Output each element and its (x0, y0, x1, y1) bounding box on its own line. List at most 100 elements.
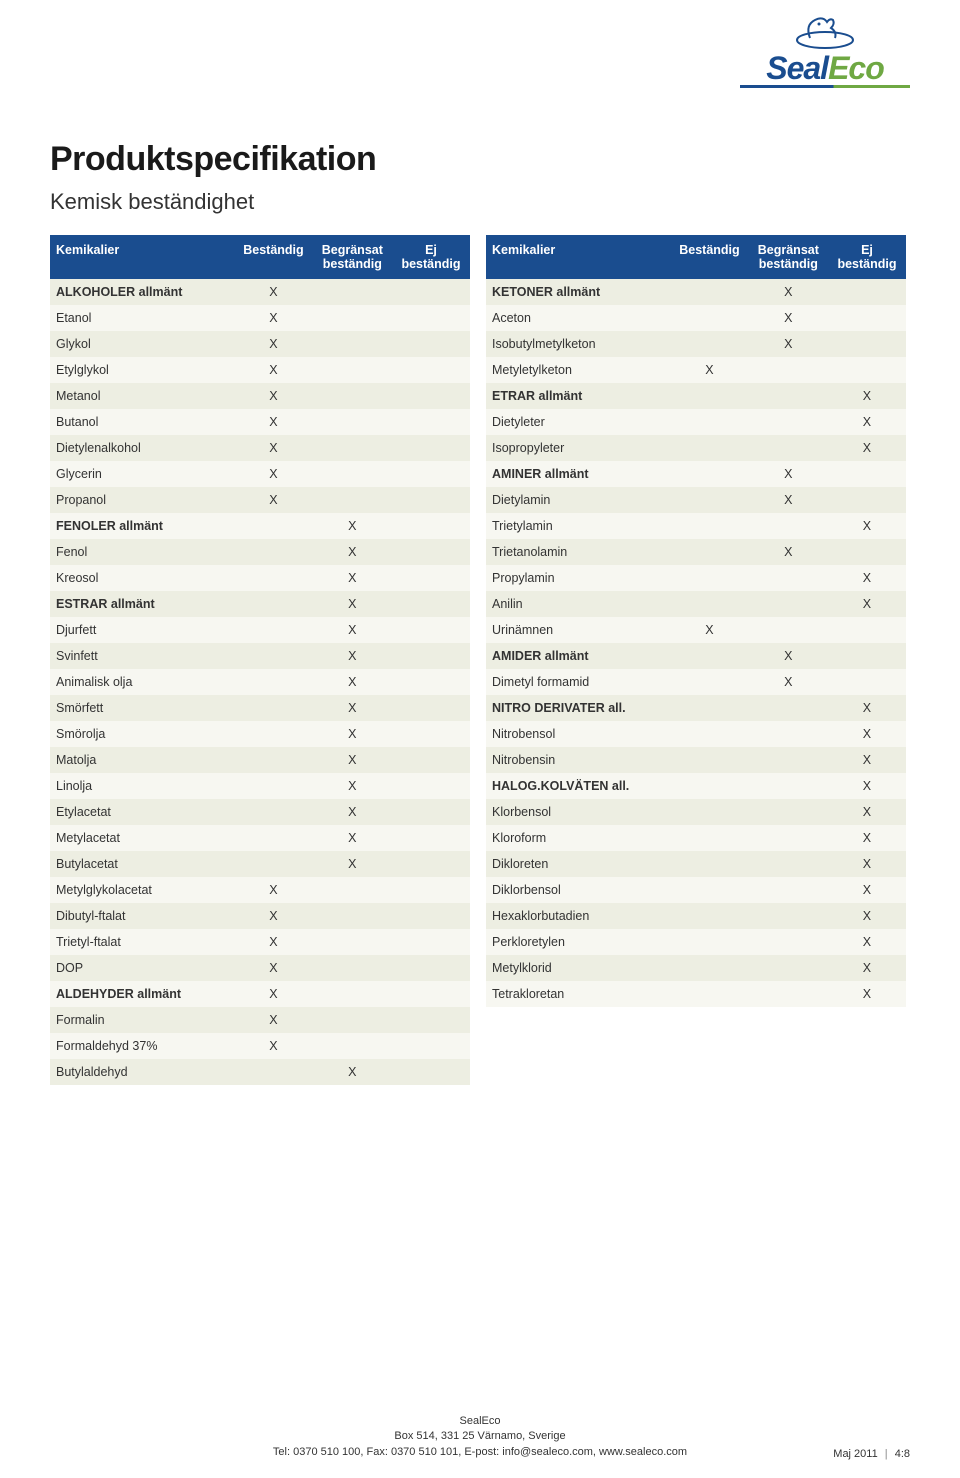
rating-cell-c2 (313, 929, 392, 955)
rating-cell-c2 (749, 383, 828, 409)
rating-cell-c2 (749, 435, 828, 461)
rating-cell-c3 (392, 877, 470, 903)
chemical-name: Smörfett (50, 695, 234, 721)
table-row: TrietanolaminX (486, 539, 906, 565)
rating-cell-c3 (392, 383, 470, 409)
chemical-name: Nitrobensol (486, 721, 670, 747)
chemical-name: Djurfett (50, 617, 234, 643)
table-row: SvinfettX (50, 643, 470, 669)
table-row: KreosolX (50, 565, 470, 591)
chemical-name: Fenol (50, 539, 234, 565)
rating-cell-c1 (670, 799, 748, 825)
rating-cell-c1: X (234, 305, 312, 331)
rating-cell-c1 (670, 331, 748, 357)
brand-underline (740, 85, 910, 88)
chemical-name: Klorbensol (486, 799, 670, 825)
rating-cell-c1 (234, 721, 312, 747)
rating-cell-c1 (670, 409, 748, 435)
rating-cell-c2 (749, 617, 828, 643)
rating-cell-c3 (828, 461, 906, 487)
chemical-name: Butylacetat (50, 851, 234, 877)
table-row: NITRO DERIVATER all.X (486, 695, 906, 721)
rating-cell-c1: X (234, 331, 312, 357)
header-bestandig: Beständig (234, 235, 312, 279)
rating-cell-c1 (670, 877, 748, 903)
rating-cell-c2 (313, 409, 392, 435)
table-row: GlykolX (50, 331, 470, 357)
rating-cell-c2 (313, 981, 392, 1007)
rating-cell-c2 (749, 513, 828, 539)
rating-cell-c3 (828, 643, 906, 669)
table-row: MetanolX (50, 383, 470, 409)
rating-cell-c1 (670, 747, 748, 773)
brand-wordmark: SealEco (766, 50, 884, 87)
table-row: EtylglykolX (50, 357, 470, 383)
rating-cell-c2 (313, 435, 392, 461)
chemical-name: ALKOHOLER allmänt (50, 279, 234, 305)
chemical-name: Diklorbensol (486, 877, 670, 903)
rating-cell-c1: X (670, 617, 748, 643)
rating-cell-c1: X (234, 383, 312, 409)
table-row: AnilinX (486, 591, 906, 617)
rating-cell-c2 (749, 773, 828, 799)
rating-cell-c1: X (234, 357, 312, 383)
chemical-name: Glycerin (50, 461, 234, 487)
rating-cell-c1 (670, 435, 748, 461)
chemical-name: Propanol (50, 487, 234, 513)
table-row: ALKOHOLER allmäntX (50, 279, 470, 305)
table-row: DiklorbensolX (486, 877, 906, 903)
chemical-name: Propylamin (486, 565, 670, 591)
page-title: Produktspecifikation (50, 140, 910, 179)
chemical-name: Etylglykol (50, 357, 234, 383)
table-row: DOPX (50, 955, 470, 981)
rating-cell-c3 (392, 539, 470, 565)
chemical-name: Butanol (50, 409, 234, 435)
chemical-name: ESTRAR allmänt (50, 591, 234, 617)
rating-cell-c3 (828, 305, 906, 331)
chemical-name: Dimetyl formamid (486, 669, 670, 695)
rating-cell-c1 (670, 955, 748, 981)
rating-cell-c2: X (313, 851, 392, 877)
footer-company: SealEco (50, 1414, 910, 1429)
table-header-row: Kemikalier Beständig Begränsatbeständig … (50, 235, 470, 279)
rating-cell-c3 (392, 695, 470, 721)
chemical-name: ETRAR allmänt (486, 383, 670, 409)
chemical-name: Etanol (50, 305, 234, 331)
footer-address: Box 514, 331 25 Värnamo, Sverige (50, 1429, 910, 1444)
chemical-name: Isopropyleter (486, 435, 670, 461)
rating-cell-c2 (313, 955, 392, 981)
chemical-name: Aceton (486, 305, 670, 331)
rating-cell-c3 (392, 825, 470, 851)
rating-cell-c3: X (828, 773, 906, 799)
chemical-name: Metyletylketon (486, 357, 670, 383)
rating-cell-c3 (392, 1007, 470, 1033)
rating-cell-c1 (670, 851, 748, 877)
rating-cell-c1: X (234, 929, 312, 955)
seal-animal-icon (785, 10, 865, 50)
rating-cell-c3: X (828, 565, 906, 591)
table-row: NitrobensinX (486, 747, 906, 773)
rating-cell-c1 (234, 617, 312, 643)
chemical-name: Butylaldehyd (50, 1059, 234, 1085)
rating-cell-c2 (749, 695, 828, 721)
footer-contact: Tel: 0370 510 100, Fax: 0370 510 101, E-… (50, 1445, 910, 1460)
page-subtitle: Kemisk beständighet (50, 189, 910, 215)
rating-cell-c2 (749, 591, 828, 617)
rating-cell-c3 (392, 747, 470, 773)
rating-cell-c2 (313, 331, 392, 357)
rating-cell-c1 (670, 383, 748, 409)
rating-cell-c3 (392, 357, 470, 383)
chemical-name: Animalisk olja (50, 669, 234, 695)
rating-cell-c1 (670, 825, 748, 851)
table-row: LinoljaX (50, 773, 470, 799)
table-row: KlorbensolX (486, 799, 906, 825)
rating-cell-c3 (392, 1059, 470, 1085)
rating-cell-c3 (392, 851, 470, 877)
rating-cell-c2: X (749, 487, 828, 513)
chemical-name: Urinämnen (486, 617, 670, 643)
rating-cell-c1: X (234, 435, 312, 461)
brand-logo: SealEco (740, 10, 910, 88)
rating-cell-c2 (749, 851, 828, 877)
rating-cell-c2: X (313, 617, 392, 643)
rating-cell-c3 (392, 513, 470, 539)
